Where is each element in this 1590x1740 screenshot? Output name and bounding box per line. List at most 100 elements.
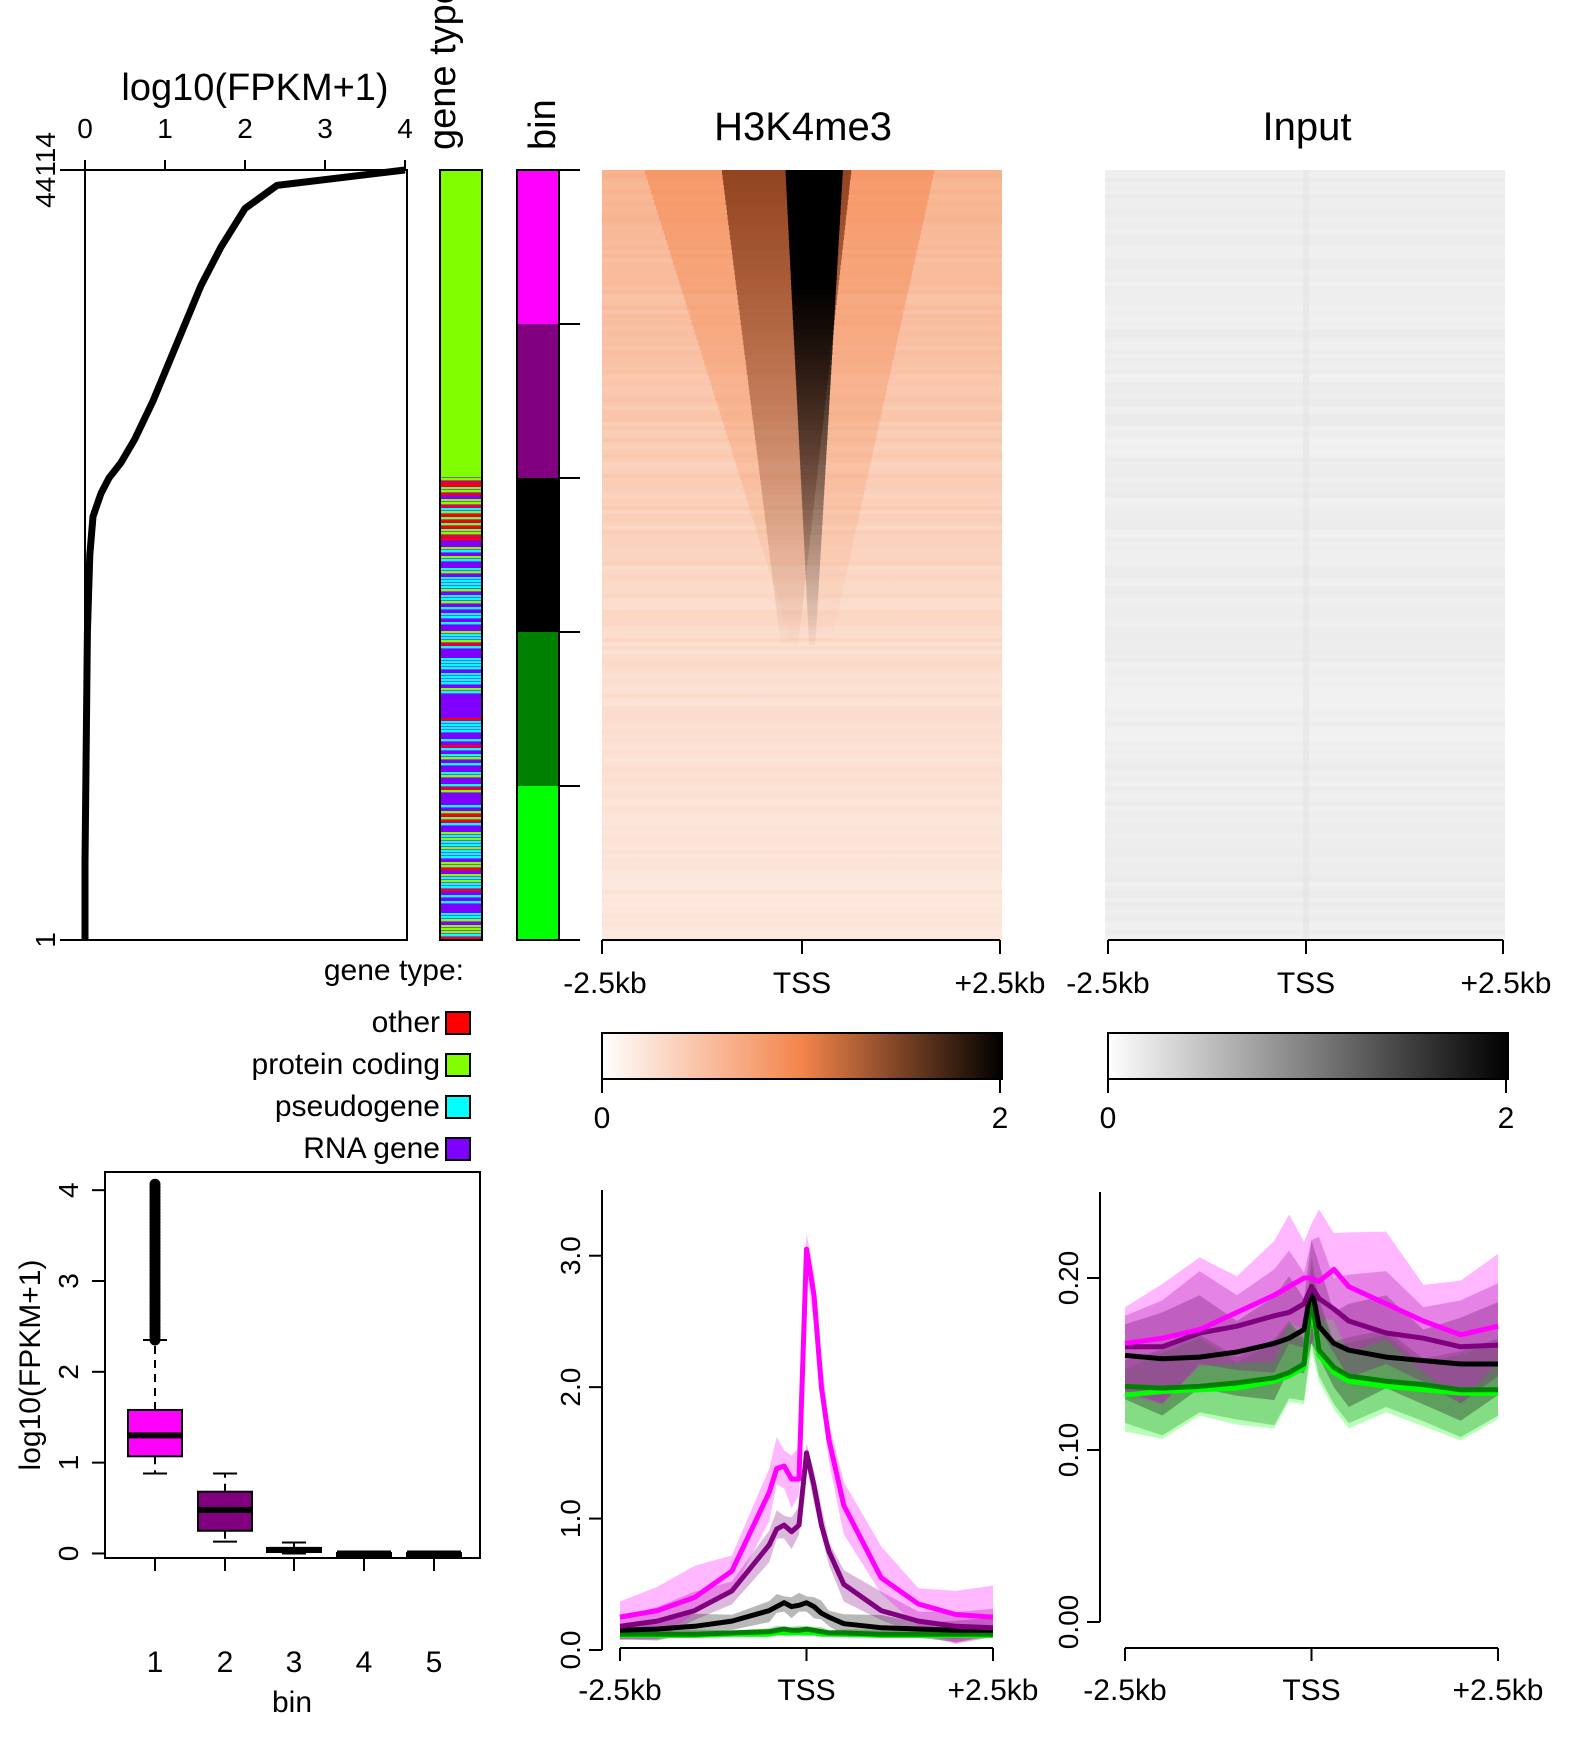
h3k4me3-signal-mid <box>733 260 842 265</box>
h3k4me3-profile-axes: 0.0 1.0 2.0 3.0 -2.5kb TSS +2.5kb <box>555 1190 1038 1707</box>
h3k4me3-signal-mid <box>743 345 832 350</box>
h3k4me3-signal-core <box>792 305 835 310</box>
h3k4me3-signal-core <box>799 450 827 455</box>
h3k4me3-row <box>602 666 1002 670</box>
h3k4me3-profile-lines <box>619 1246 994 1638</box>
gene-type-stripe <box>440 640 482 643</box>
h3k4me3-signal-mid <box>733 265 841 270</box>
h3k4me3-row <box>602 518 1002 522</box>
legend-swatch-rna-gene <box>445 1137 471 1161</box>
h3k4me3-row <box>602 474 1002 478</box>
input-colorbar-min: 0 <box>1100 1102 1117 1135</box>
h3k4me3-xtick-right: +2.5kb <box>955 967 1046 1000</box>
h3k4me3-signal-wide <box>760 540 854 545</box>
h3k4me3-row <box>602 762 1002 766</box>
h3k4me3-signal-mid <box>766 525 812 530</box>
ranking-xtick-2: 2 <box>237 113 253 144</box>
gene-type-stripe <box>440 511 482 514</box>
h3k4me3-signal-mid <box>730 235 844 240</box>
gene-type-stripe <box>440 517 482 520</box>
boxplot-box-bin-1 <box>127 1178 183 1475</box>
h3k4me3-row <box>602 606 1002 610</box>
h3k4me3-signal-core <box>805 560 821 565</box>
gene-type-stripe <box>440 487 482 490</box>
gene-type-stripe <box>440 646 482 649</box>
ranking-xtick-3: 3 <box>317 113 333 144</box>
h3k4me3-signal-mid <box>770 555 808 560</box>
h3k4me3-signal-core <box>793 330 834 335</box>
h3k4me3-row <box>602 574 1002 578</box>
boxplot-ytick-label: 2 <box>53 1364 84 1380</box>
gene-type-stripe <box>440 847 482 850</box>
h3k4me3-signal-core <box>797 400 830 405</box>
h3k4me3-signal-core <box>791 290 836 295</box>
gene-type-stripe <box>440 526 482 529</box>
gene-type-header-gene: gene type <box>422 0 464 150</box>
h3k4me3-row <box>602 798 1002 802</box>
h3k4me3-row <box>602 610 1002 614</box>
h3k4me3-signal-core <box>791 295 836 300</box>
bin-bar-title: bin <box>522 99 564 150</box>
boxplot-ytick-label: 1 <box>53 1455 84 1471</box>
gene-type-stripe <box>440 832 482 835</box>
h3k4me3-row <box>602 614 1002 618</box>
bin-bar-frame <box>516 169 560 941</box>
boxplot-axes: 0 1 2 3 4 1 2 3 4 5 <box>53 1182 442 1679</box>
gene-type-stripe <box>440 877 482 880</box>
h3k4me3-row <box>602 806 1002 810</box>
h3k4me3-row <box>602 918 1002 922</box>
gene-type-bar-protein <box>440 170 482 475</box>
gene-type-stripe <box>440 691 482 694</box>
h3k4me3-signal-core <box>796 385 831 390</box>
h3k4me3-row <box>602 726 1002 730</box>
h3k4me3-row <box>602 926 1002 930</box>
input-heatmap-panel: Input -2.5kb TSS +2.5kb 0 2 <box>1066 105 1551 1135</box>
h3k4me3-signal-core <box>805 565 820 570</box>
boxplot-frame <box>104 1171 481 1559</box>
gene-type-stripe <box>440 850 482 853</box>
h3k4me3-signal-mid <box>769 550 809 555</box>
h3k4me3-profile-line-bin-2 <box>619 1450 994 1631</box>
h3k4me3-signal-core <box>799 455 827 460</box>
gene-type-stripe <box>440 556 482 559</box>
h3k4me3-signal-mid <box>756 450 820 455</box>
h3k4me3-signal-mid <box>744 350 831 355</box>
h3k4me3-profile-ytick-label: 0.0 <box>555 1631 586 1670</box>
h3k4me3-row <box>602 558 1002 562</box>
h3k4me3-signal-mid <box>745 355 831 360</box>
h3k4me3-signal-core <box>808 630 816 635</box>
h3k4me3-signal-core <box>794 340 833 345</box>
h3k4me3-signal-mid <box>737 295 838 300</box>
gene-type-stripe <box>440 811 482 814</box>
gene-type-stripe <box>440 727 482 730</box>
h3k4me3-row <box>602 482 1002 486</box>
gene-type-stripe <box>440 484 482 487</box>
h3k4me3-row <box>602 906 1002 910</box>
h3k4me3-signal-wide <box>772 580 845 585</box>
h3k4me3-row <box>602 878 1002 882</box>
gene-type-stripe <box>440 505 482 508</box>
h3k4me3-profile-xtick-label: -2.5kb <box>578 1674 661 1707</box>
ranking-xtick-4: 4 <box>397 113 413 144</box>
h3k4me3-profile-band-bin-2 <box>620 1443 993 1644</box>
h3k4me3-signal-core <box>786 180 843 185</box>
h3k4me3-row <box>602 922 1002 926</box>
h3k4me3-signal-mid <box>779 630 799 635</box>
gene-type-stripe <box>440 502 482 505</box>
h3k4me3-row <box>602 686 1002 690</box>
gene-type-stripe <box>440 817 482 820</box>
boxplot-box-bin-5 <box>406 1550 462 1559</box>
h3k4me3-row <box>602 854 1002 858</box>
h3k4me3-signal-mid <box>737 290 838 295</box>
h3k4me3-row <box>602 822 1002 826</box>
h3k4me3-signal-mid <box>727 210 847 215</box>
boxplot-boxes <box>127 1178 462 1559</box>
gene-type-stripe <box>440 901 482 904</box>
gene-type-stripe <box>440 547 482 550</box>
gene-type-stripe <box>440 886 482 889</box>
h3k4me3-signal-wide <box>769 570 847 575</box>
h3k4me3-signal-mid <box>747 375 829 380</box>
gene-type-stripe <box>440 631 482 634</box>
h3k4me3-signal-core <box>787 215 841 220</box>
expression-ranking-panel: log10(FPKM+1) 0 1 2 3 4 44114 1 <box>30 67 413 948</box>
